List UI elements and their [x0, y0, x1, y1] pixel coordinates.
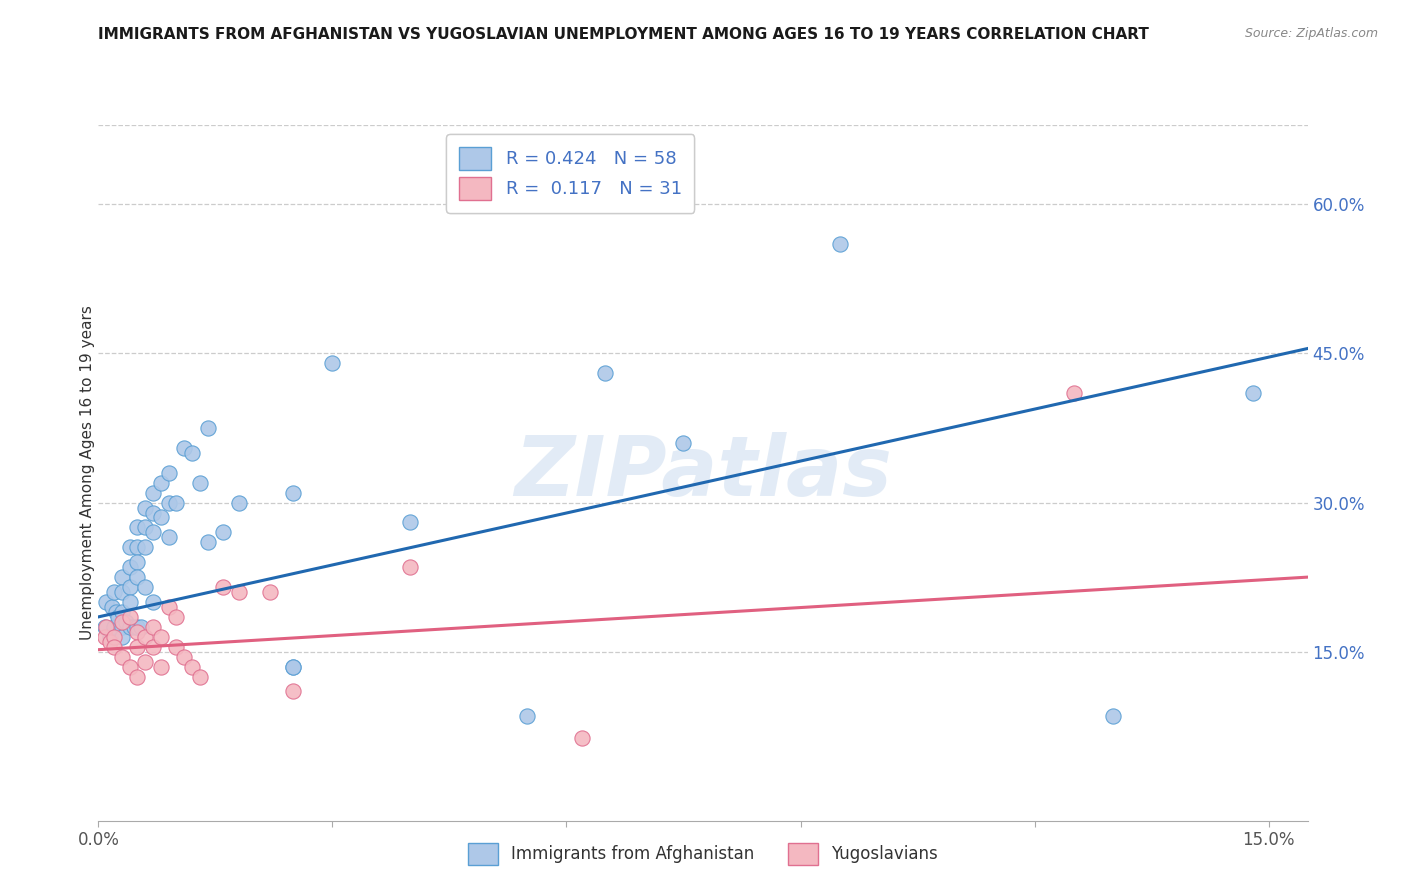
- Point: [103, 620, 125, 634]
- Point: [127, 624, 149, 639]
- Point: [165, 495, 187, 509]
- Point: [118, 610, 141, 624]
- Point: [122, 620, 145, 634]
- Point: [118, 659, 141, 673]
- Point: [127, 555, 149, 569]
- Point: [165, 640, 187, 654]
- Point: [181, 659, 204, 673]
- Point: [111, 649, 134, 664]
- Text: Source: ZipAtlas.com: Source: ZipAtlas.com: [1244, 27, 1378, 40]
- Point: [134, 520, 156, 534]
- Point: [114, 615, 136, 629]
- Point: [107, 610, 129, 624]
- Point: [149, 630, 172, 644]
- Point: [127, 520, 149, 534]
- Point: [134, 580, 156, 594]
- Point: [212, 580, 235, 594]
- Point: [118, 541, 141, 555]
- Point: [111, 605, 134, 619]
- Point: [104, 605, 127, 619]
- Point: [157, 495, 180, 509]
- Point: [111, 615, 134, 629]
- Legend: Immigrants from Afghanistan, Yugoslavians: Immigrants from Afghanistan, Yugoslavian…: [458, 833, 948, 875]
- Point: [103, 585, 125, 599]
- Point: [118, 580, 141, 594]
- Point: [595, 367, 617, 381]
- Point: [188, 475, 211, 490]
- Point: [157, 530, 180, 544]
- Point: [1063, 386, 1085, 401]
- Point: [111, 585, 134, 599]
- Text: ZIPatlas: ZIPatlas: [515, 433, 891, 513]
- Point: [283, 684, 305, 698]
- Point: [127, 620, 149, 634]
- Legend: R = 0.424   N = 58, R =  0.117   N = 31: R = 0.424 N = 58, R = 0.117 N = 31: [446, 134, 695, 213]
- Point: [173, 441, 195, 455]
- Point: [98, 630, 121, 644]
- Point: [111, 570, 134, 584]
- Point: [321, 356, 343, 370]
- Point: [96, 595, 118, 609]
- Point: [1101, 709, 1123, 723]
- Point: [93, 620, 115, 634]
- Point: [1241, 386, 1264, 401]
- Point: [283, 659, 305, 673]
- Point: [142, 525, 165, 540]
- Point: [134, 500, 156, 515]
- Point: [111, 620, 134, 634]
- Point: [149, 510, 172, 524]
- Point: [127, 570, 149, 584]
- Point: [173, 649, 195, 664]
- Point: [142, 640, 165, 654]
- Point: [399, 516, 422, 530]
- Point: [516, 709, 538, 723]
- Point: [118, 620, 141, 634]
- Point: [131, 620, 153, 634]
- Point: [672, 436, 695, 450]
- Point: [101, 599, 124, 614]
- Point: [118, 560, 141, 574]
- Point: [259, 585, 281, 599]
- Point: [157, 599, 180, 614]
- Point: [165, 610, 187, 624]
- Point: [142, 485, 165, 500]
- Point: [103, 630, 125, 644]
- Point: [93, 630, 115, 644]
- Point: [181, 446, 204, 460]
- Point: [571, 731, 593, 746]
- Point: [149, 475, 172, 490]
- Point: [96, 620, 118, 634]
- Point: [212, 525, 235, 540]
- Point: [142, 620, 165, 634]
- Point: [134, 630, 156, 644]
- Point: [127, 640, 149, 654]
- Point: [111, 630, 134, 644]
- Point: [157, 466, 180, 480]
- Point: [228, 495, 250, 509]
- Point: [283, 485, 305, 500]
- Point: [188, 669, 211, 683]
- Point: [197, 421, 219, 435]
- Point: [134, 655, 156, 669]
- Point: [283, 659, 305, 673]
- Point: [142, 506, 165, 520]
- Point: [197, 535, 219, 549]
- Point: [228, 585, 250, 599]
- Point: [127, 669, 149, 683]
- Text: IMMIGRANTS FROM AFGHANISTAN VS YUGOSLAVIAN UNEMPLOYMENT AMONG AGES 16 TO 19 YEAR: IMMIGRANTS FROM AFGHANISTAN VS YUGOSLAVI…: [98, 27, 1149, 42]
- Point: [127, 541, 149, 555]
- Point: [98, 634, 121, 648]
- Point: [118, 595, 141, 609]
- Point: [103, 640, 125, 654]
- Y-axis label: Unemployment Among Ages 16 to 19 years: Unemployment Among Ages 16 to 19 years: [80, 305, 94, 640]
- Point: [134, 541, 156, 555]
- Point: [828, 237, 851, 252]
- Point: [142, 595, 165, 609]
- Point: [149, 659, 172, 673]
- Point: [399, 560, 422, 574]
